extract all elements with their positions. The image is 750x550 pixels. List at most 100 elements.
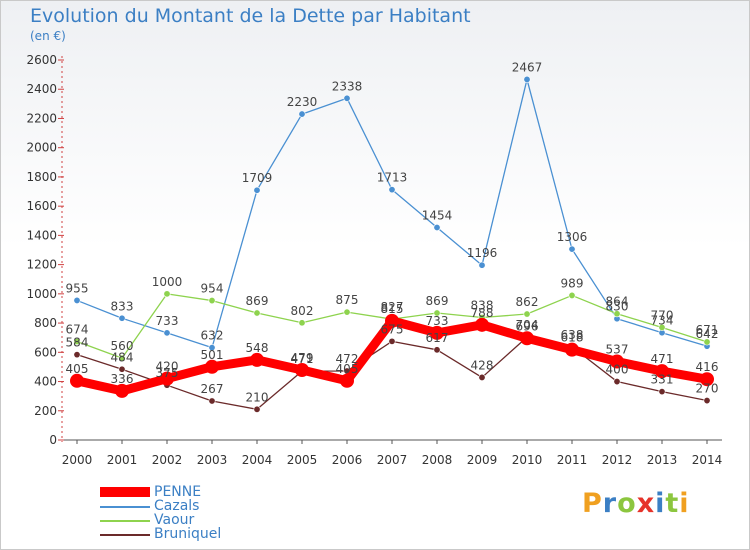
data-point-cazals	[433, 223, 441, 231]
data-point-penne	[340, 373, 354, 388]
data-point-penne	[385, 313, 399, 328]
data-label-bruniquel: 400	[606, 363, 629, 377]
y-tick-label: 1800	[26, 170, 57, 184]
data-point-vaour	[298, 319, 306, 327]
data-label-penne: 416	[696, 360, 719, 374]
logo-letter: i	[655, 488, 666, 519]
logo-letter: r	[602, 488, 618, 519]
data-label-vaour: 838	[471, 299, 494, 313]
y-tick-label: 2200	[26, 111, 57, 125]
logo-letter: x	[636, 488, 656, 519]
y-tick-label: 800	[34, 316, 57, 330]
data-point-vaour	[568, 291, 576, 299]
data-point-penne	[250, 352, 264, 367]
data-label-bruniquel: 270	[696, 382, 719, 396]
data-point-cazals	[73, 296, 81, 304]
data-point-cazals	[568, 245, 576, 253]
data-label-cazals: 733	[156, 314, 179, 328]
legend-item-cazals: Cazals	[100, 498, 300, 514]
y-tick-label: 2600	[26, 53, 57, 67]
data-label-bruniquel: 210	[246, 390, 269, 404]
data-point-penne	[610, 354, 624, 369]
data-point-penne	[295, 362, 309, 377]
data-label-vaour: 1000	[152, 275, 183, 289]
data-label-cazals: 833	[111, 299, 134, 313]
data-label-cazals: 1713	[377, 171, 408, 185]
data-point-bruniquel	[433, 346, 441, 354]
data-label-vaour: 802	[291, 304, 314, 318]
data-point-bruniquel	[658, 388, 666, 396]
data-point-cazals	[478, 261, 486, 269]
data-point-vaour	[613, 310, 621, 318]
logo-letter: o	[617, 488, 637, 519]
data-label-bruniquel: 484	[111, 350, 134, 364]
logo-letter: P	[582, 488, 603, 519]
y-tick-label: 0	[49, 433, 57, 447]
data-label-bruniquel: 584	[66, 336, 89, 350]
data-label-penne: 479	[291, 351, 314, 365]
chart-subtitle: (en €)	[30, 29, 66, 43]
y-tick-label: 400	[34, 375, 57, 389]
x-tick-label: 2006	[332, 453, 363, 467]
y-tick-label: 200	[34, 404, 57, 418]
logo-letter: i	[679, 488, 690, 519]
legend-item-vaour: Vaour	[100, 512, 300, 528]
data-point-vaour	[343, 308, 351, 316]
data-label-vaour: 827	[381, 300, 404, 314]
chart-axes: 0 200 400 600 800 1000 1200 1400 1600 1800 2000 220…	[26, 53, 722, 467]
data-label-penne: 548	[246, 341, 269, 355]
data-point-penne	[520, 331, 534, 346]
data-label-vaour: 864	[606, 295, 629, 309]
data-point-cazals	[343, 94, 351, 102]
data-point-penne	[160, 371, 174, 386]
legend-label-penne: PENNE	[154, 484, 202, 500]
legend-item-bruniquel: Bruniquel	[100, 526, 300, 542]
data-point-penne	[115, 383, 129, 398]
data-label-bruniquel: 472	[336, 352, 359, 366]
data-label-cazals: 2338	[332, 79, 363, 93]
legend-label-bruniquel: Bruniquel	[154, 526, 222, 542]
data-label-penne: 618	[561, 331, 584, 345]
data-point-penne	[565, 342, 579, 357]
data-point-vaour	[658, 323, 666, 331]
data-point-penne	[430, 325, 444, 340]
data-point-cazals	[118, 314, 126, 322]
data-point-penne	[205, 359, 219, 374]
data-label-bruniquel: 704	[516, 318, 539, 332]
data-point-bruniquel	[388, 337, 396, 345]
legend-label-vaour: Vaour	[154, 512, 195, 528]
data-label-cazals: 2230	[287, 95, 318, 109]
x-tick-label: 2004	[242, 453, 273, 467]
series-layer	[70, 75, 714, 413]
x-tick-label: 2009	[467, 453, 498, 467]
data-label-penne: 788	[471, 306, 494, 320]
data-point-bruniquel	[73, 351, 81, 359]
data-point-penne	[655, 364, 669, 379]
x-tick-label: 2007	[377, 453, 408, 467]
data-point-bruniquel	[478, 373, 486, 381]
data-point-vaour	[523, 310, 531, 318]
legend-label-cazals: Cazals	[154, 498, 200, 514]
data-label-penne: 733	[426, 314, 449, 328]
data-label-cazals: 734	[651, 314, 674, 328]
data-point-vaour	[703, 338, 711, 346]
legend-swatch-penne	[100, 487, 150, 497]
legend-swatch-cazals	[100, 506, 150, 508]
data-label-vaour: 862	[516, 295, 539, 309]
data-label-bruniquel: 471	[291, 352, 314, 366]
data-label-bruniquel: 267	[201, 382, 224, 396]
chart-title: Evolution du Montant de la Dette par Hab…	[30, 5, 471, 27]
data-point-cazals	[253, 186, 261, 194]
x-tick-label: 2002	[152, 453, 183, 467]
x-tick-label: 2013	[647, 453, 678, 467]
data-point-vaour	[253, 309, 261, 317]
data-label-cazals: 1709	[242, 171, 273, 185]
y-tick-label: 1000	[26, 287, 57, 301]
data-label-bruniquel: 675	[381, 322, 404, 336]
data-label-bruniquel: 375	[156, 366, 179, 380]
data-label-cazals: 2467	[512, 60, 543, 74]
data-point-penne	[70, 373, 84, 388]
data-label-cazals: 642	[696, 327, 719, 341]
